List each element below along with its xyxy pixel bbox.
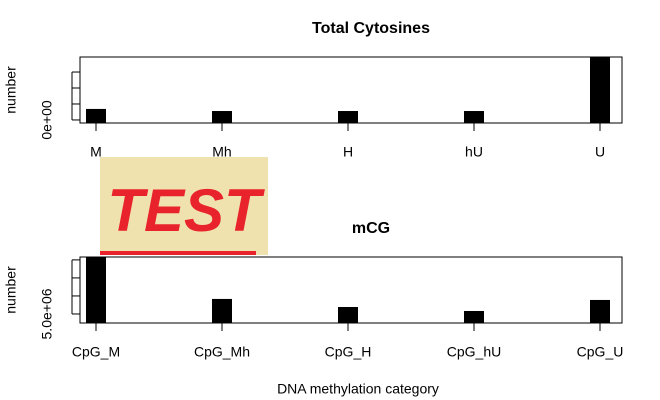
y-axis-label: number — [3, 266, 19, 314]
chart-title: Total Cytosines — [312, 20, 430, 37]
x-tick-label: CpG_Mh — [194, 344, 250, 360]
bar — [464, 310, 484, 323]
bar — [338, 306, 358, 323]
watermark-underline — [100, 251, 256, 255]
x-tick-label: M — [90, 144, 102, 160]
y-axis-label: number — [3, 66, 19, 114]
bar — [590, 57, 610, 123]
x-tick-label: Mh — [212, 144, 231, 160]
x-tick-label: CpG_M — [72, 344, 120, 360]
watermark-box — [100, 157, 268, 255]
x-tick-label: CpG_U — [577, 344, 624, 360]
bar — [590, 299, 610, 323]
y-tick-label: 5.0e+06 — [39, 288, 55, 339]
x-axis-label: DNA methylation category — [277, 381, 439, 397]
chart-title: mCG — [352, 220, 390, 237]
x-tick-label: H — [343, 144, 353, 160]
bar — [338, 111, 358, 123]
x-tick-label: U — [595, 144, 605, 160]
bar — [464, 111, 484, 123]
x-tick-label: CpG_hU — [447, 344, 501, 360]
x-tick-label: CpG_H — [325, 344, 372, 360]
y-tick-label: 0e+00 — [39, 100, 55, 140]
watermark: TEST — [107, 177, 265, 244]
bar — [212, 111, 232, 123]
bar — [212, 298, 232, 323]
bar — [86, 108, 106, 123]
x-tick-label: hU — [465, 144, 483, 160]
bar — [86, 257, 106, 323]
